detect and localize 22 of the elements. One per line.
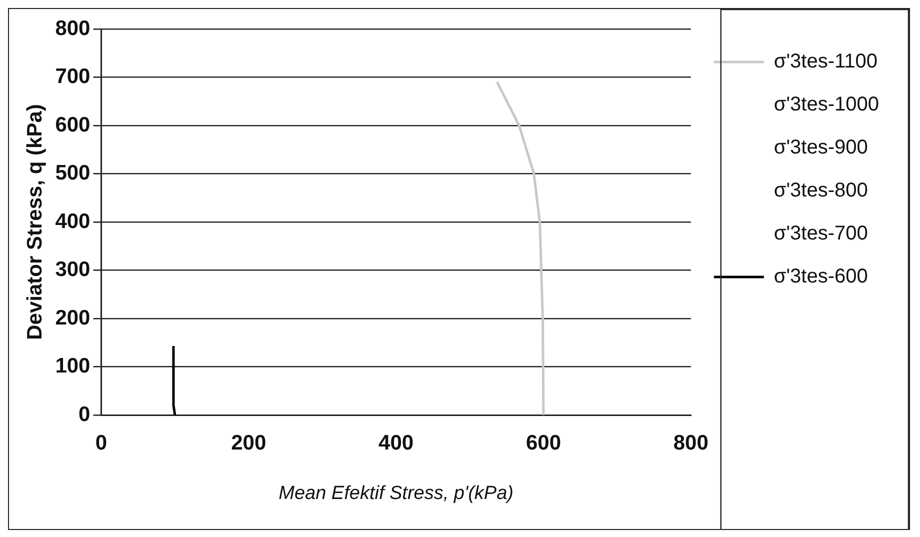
x-tick-label: 400 bbox=[378, 431, 414, 454]
text: σ'3tes-900 bbox=[774, 136, 868, 159]
x-tick-label: 600 bbox=[526, 431, 561, 454]
y-tick-label: 700 bbox=[55, 65, 90, 88]
y-tick-label: 200 bbox=[55, 306, 90, 330]
y-tick-label: 800 bbox=[55, 16, 90, 40]
text: σ'3tes-800 bbox=[774, 180, 868, 202]
y-tick-label: 500 bbox=[55, 162, 90, 185]
x-tick-label: 0 bbox=[95, 431, 108, 454]
legend-label: σ'3tes-1100 bbox=[774, 50, 878, 73]
x-tick-label: 800 bbox=[673, 431, 708, 454]
x-tick-label: 200 bbox=[231, 431, 266, 454]
text: σ'3tes-700 bbox=[774, 222, 868, 245]
legend-label: σ'3tes-600 bbox=[774, 266, 868, 288]
y-tick-label: 0 bbox=[78, 402, 90, 426]
text: σ'3tes-1000 bbox=[774, 94, 880, 116]
y-tick-label: 600 bbox=[55, 113, 90, 136]
y-tick-label: 300 bbox=[55, 258, 90, 282]
y-tick-label: 100 bbox=[55, 354, 90, 378]
y-axis-title: Deviator Stress, q (kPa) bbox=[23, 104, 46, 340]
y-tick-label: 400 bbox=[55, 210, 90, 233]
x-axis-title: Mean Efektif Stress, p'(kPa) bbox=[278, 482, 514, 504]
